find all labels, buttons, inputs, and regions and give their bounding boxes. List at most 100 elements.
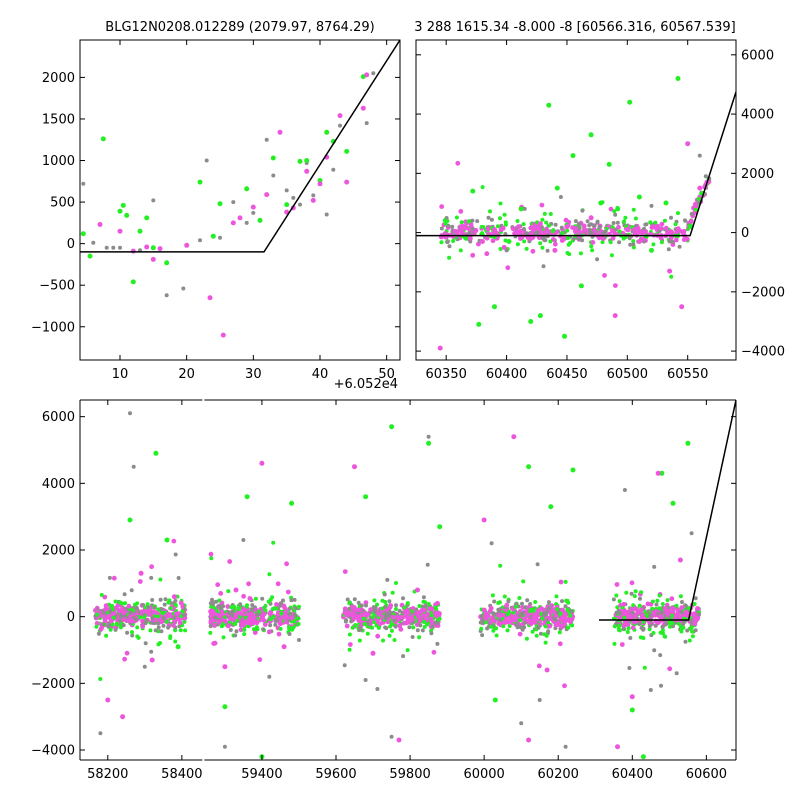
panel-window-cloud-point-magenta	[581, 223, 587, 229]
panel-full-cloud-point-grey	[683, 639, 688, 644]
panel-window-point-magenta	[588, 215, 594, 221]
panel-full-cloud-point-green	[353, 623, 358, 627]
panel-full-cloud-point-grey	[383, 625, 388, 630]
panel-full-cloud-point-green	[130, 630, 134, 635]
panel-full-cloud-point-magenta	[524, 613, 530, 619]
panel-window-point-grey	[683, 218, 688, 223]
panel-window-cloud-point-grey	[602, 230, 607, 235]
panel-full-cloud-point-green	[543, 640, 548, 645]
panel-zoom-point-magenta	[310, 197, 316, 203]
panel-window-point-magenta	[697, 185, 703, 191]
panel-full-cloud-point-green	[631, 603, 636, 608]
panel-zoom-series-magenta	[97, 72, 370, 338]
panel-window-point-magenta	[624, 227, 630, 233]
panel-full-cloud-point-grey	[614, 610, 619, 615]
panel-full-cloud-point-grey	[546, 600, 551, 605]
panel-full-point-green	[685, 440, 691, 446]
panel-full-cloud-point-grey	[166, 625, 171, 630]
panel-full-cloud-point-green	[168, 606, 173, 611]
panel-full-cloud-point-green	[160, 611, 165, 616]
panel-window-cloud-point-green	[458, 248, 463, 253]
panel-zoom-plot-area	[80, 40, 400, 338]
panel-zoom-point-grey	[204, 158, 209, 163]
panel-full-cloud-point-magenta	[363, 600, 369, 605]
panel-zoom-point-grey	[324, 212, 329, 217]
panel-window-cloud-point-green	[548, 239, 553, 244]
panel-full-cloud-point-green	[94, 624, 99, 629]
panel-window-cloud-point-magenta	[572, 228, 578, 234]
panel-window-x-tick-label: 60400	[486, 367, 527, 382]
panel-full-cloud-point-magenta	[405, 615, 411, 621]
panel-full-cloud-point-grey	[182, 613, 187, 618]
panel-zoom-point-magenta	[130, 248, 136, 254]
panel-full-cloud-point-green	[491, 628, 496, 633]
panel-full-cloud-point-green	[242, 627, 247, 632]
panel-zoom-point-grey	[338, 123, 342, 128]
panel-full-cloud-point-green	[98, 677, 103, 681]
panel-window-y-tick-label: 4000	[741, 108, 774, 123]
panel-window-cloud-point-magenta	[485, 226, 491, 232]
panel-full-cloud-point-magenta	[212, 623, 218, 628]
panel-full-cloud-point-green	[542, 632, 547, 637]
panel-full-cloud-point-magenta	[431, 649, 437, 655]
panel-full-cloud-point-magenta	[242, 607, 248, 613]
panel-full-cloud-point-grey	[435, 641, 440, 646]
panel-full-cloud-point-magenta	[415, 613, 421, 619]
panel-full-cloud-point-grey	[213, 615, 217, 620]
panel-full-cloud-point-magenta	[553, 613, 559, 619]
panel-full-point-magenta	[222, 664, 228, 670]
panel-full-cloud-point-magenta	[174, 611, 179, 617]
panel-full-cloud-point-grey	[569, 609, 574, 614]
panel-zoom-point-magenta	[317, 181, 323, 187]
panel-full-cloud-point-magenta	[342, 610, 348, 616]
panel-full-cloud-point-green	[528, 607, 533, 612]
panel-window-cloud-point-green	[578, 251, 583, 256]
panel-full-cloud-point-grey	[429, 631, 434, 636]
panel-full-cloud-point-magenta	[166, 612, 172, 618]
panel-full-cloud-point-grey	[680, 600, 684, 604]
panel-full-cloud-point-green	[494, 633, 499, 638]
panel-full-cloud-point-green	[375, 602, 379, 607]
panel-full-point-grey	[150, 598, 155, 602]
panel-full-cloud-point-grey	[498, 618, 503, 622]
panel-full-cloud-point-grey	[161, 623, 166, 628]
panel-full-cloud-point-magenta	[177, 620, 183, 626]
panel-full-cloud-point-green	[521, 579, 526, 584]
panel-full-series-grey	[98, 411, 694, 749]
panel-full-x-tick-label: 60400	[612, 767, 653, 782]
panel-full-cloud-point-grey	[430, 624, 435, 629]
panel-full-cloud-point-green	[425, 622, 430, 627]
panel-full-cloud-point-magenta	[262, 622, 268, 627]
panel-full-cloud-point-green	[624, 590, 629, 595]
panel-full-cloud-point-magenta	[528, 621, 534, 627]
panel-zoom-point-green	[270, 155, 276, 161]
panel-window-cloud-point-grey	[644, 222, 649, 227]
panel-window-point-magenta	[552, 247, 558, 253]
panel-zoom-point-green	[197, 179, 203, 185]
panel-window-point-magenta	[501, 244, 507, 250]
panel-full-cloud-point-green	[142, 615, 147, 620]
panel-window-cloud-point-green	[610, 225, 615, 230]
panel-zoom-point-green	[344, 148, 350, 154]
panel-zoom-point-grey	[251, 210, 256, 215]
panel-full-cloud-point-magenta	[390, 614, 396, 620]
panel-zoom-point-grey	[181, 286, 186, 291]
panel-window-cloud-point-green	[447, 255, 452, 260]
panel-full-cloud-point-magenta	[481, 607, 487, 613]
panel-zoom-y-tick-label: −500	[39, 279, 75, 294]
panel-window-cloud-point-magenta	[602, 273, 607, 278]
panel-full-cloud-point-grey	[159, 629, 164, 634]
panel-window-series-grey	[450, 153, 708, 262]
panel-full-cloud-point-magenta	[561, 619, 566, 624]
panel-full-cloud-point-grey	[356, 600, 361, 605]
panel-full-point-grey	[489, 541, 494, 546]
panel-window-cloud-point-magenta	[452, 228, 458, 234]
panel-window-point-magenta	[467, 236, 473, 241]
panel-full-cloud-point-grey	[547, 606, 552, 611]
panel-full-cloud-point-green	[156, 607, 161, 612]
panel-window-cloud-point-grey	[580, 208, 585, 213]
panel-full-cloud-point-grey	[238, 602, 243, 607]
panel-full-cloud-point-magenta	[628, 606, 634, 612]
panel-full-cloud-point-grey	[628, 636, 633, 640]
panel-full-cloud-point-grey	[129, 588, 134, 593]
